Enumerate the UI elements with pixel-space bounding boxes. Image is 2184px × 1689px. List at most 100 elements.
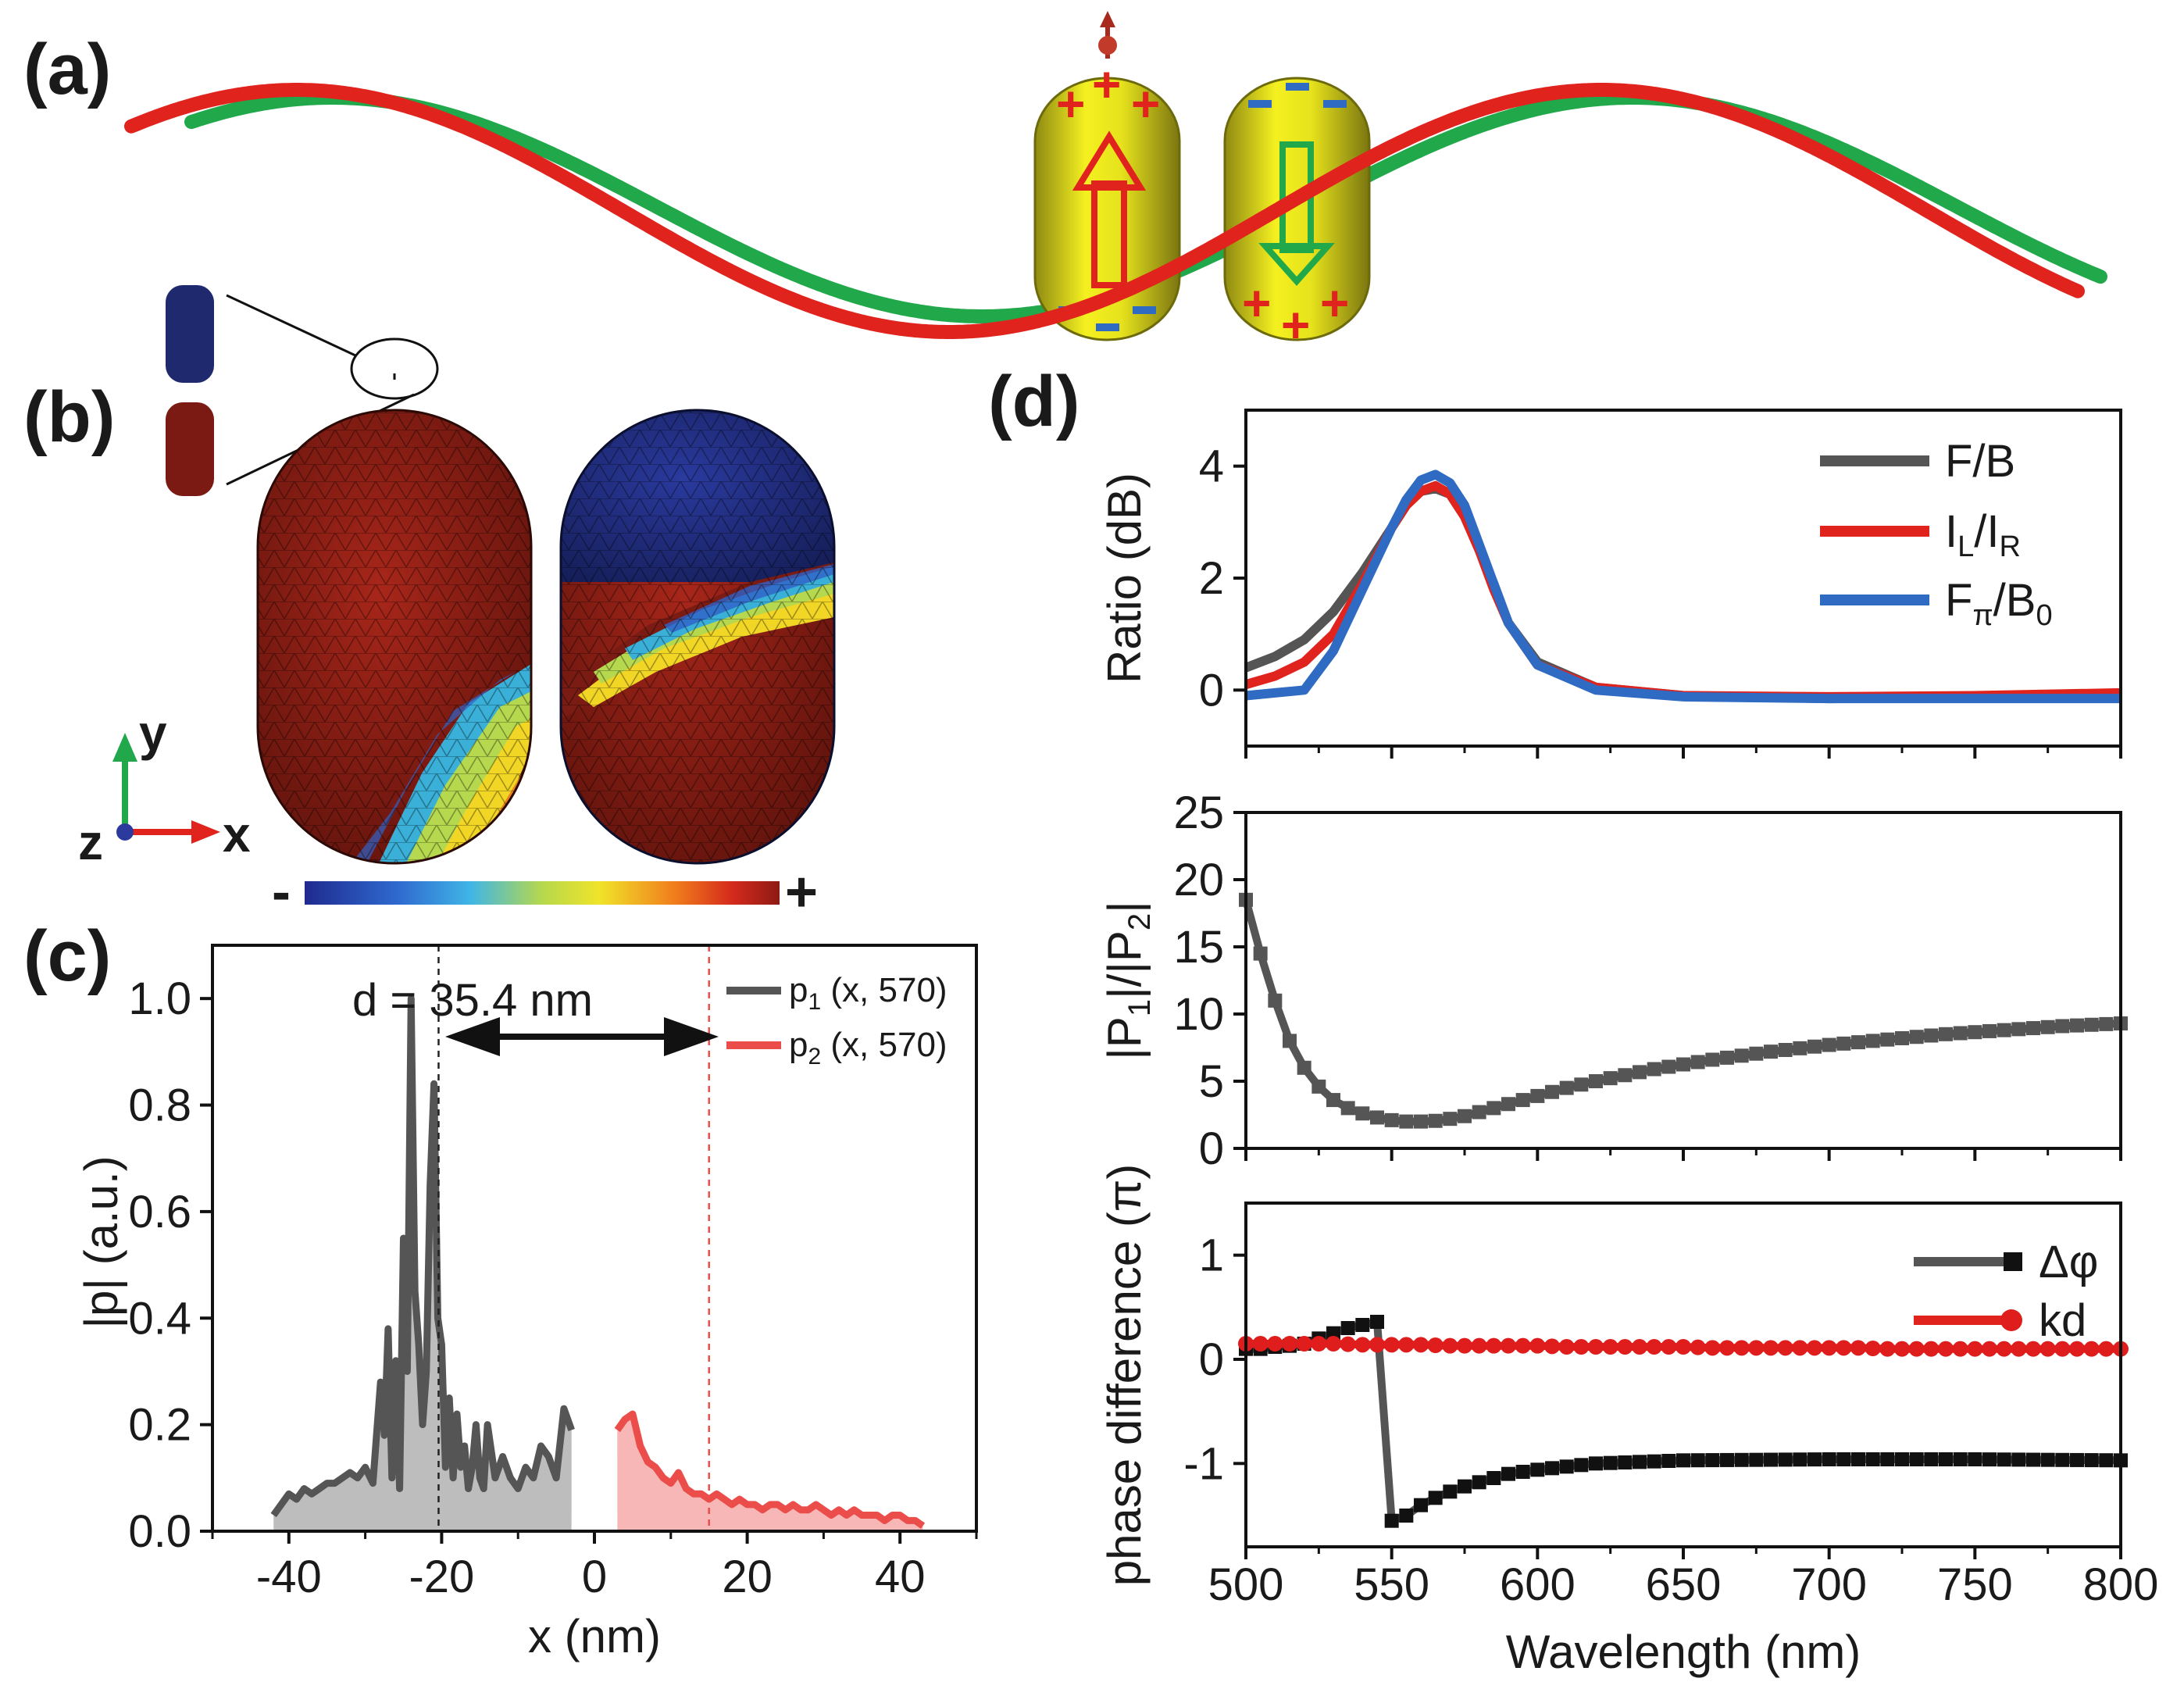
marker-square <box>1808 1039 1822 1054</box>
marker-square <box>1822 1452 1836 1466</box>
marker-square <box>1690 1453 1705 1468</box>
marker-square <box>1399 1509 1414 1523</box>
marker-square <box>1720 1452 1734 1467</box>
dipole-emitter-icon <box>1098 11 1117 59</box>
panel-label-a: (a) <box>23 30 111 109</box>
marker-circle <box>1398 1337 1415 1353</box>
axis-label-x: x <box>223 806 251 862</box>
marker-square <box>1603 1455 1618 1470</box>
marker-square <box>2070 1452 2084 1467</box>
marker-square <box>1603 1071 1618 1086</box>
marker-circle <box>1952 1341 1968 1357</box>
marker-square <box>1414 1114 1428 1129</box>
marker-circle <box>1807 1340 1822 1356</box>
marker-circle <box>1442 1337 1458 1354</box>
marker-circle <box>1501 1337 1516 1354</box>
marker-square <box>2011 1452 2026 1467</box>
marker-circle <box>1311 1336 1327 1352</box>
marker-circle <box>1252 1336 1269 1352</box>
dipole-arrowhead-down <box>1258 243 1335 287</box>
marker-square <box>1865 1034 1880 1048</box>
marker-circle <box>2083 1341 2100 1357</box>
y-tick-label: 4 <box>1199 441 1224 492</box>
marker-square <box>1501 1097 1515 1112</box>
chart-d3-ylabel: phase difference (π) <box>1098 1164 1151 1587</box>
marker-square <box>1953 1452 1968 1466</box>
marker-square <box>1574 1077 1589 1092</box>
marker-square <box>1924 1452 1939 1466</box>
marker-square <box>1661 1454 1676 1468</box>
y-tick-label: 0 <box>1199 1123 1224 1174</box>
marker-square <box>1836 1452 1851 1466</box>
x-tick-label: 650 <box>1646 1559 1722 1610</box>
marker-square <box>1501 1466 1515 1481</box>
series-line-1 <box>270 994 575 1518</box>
plus-sign: + <box>1281 297 1310 353</box>
marker-square <box>1778 1452 1793 1467</box>
marker-square <box>1545 1084 1559 1099</box>
x-tick-label: 800 <box>2083 1559 2159 1610</box>
marker-square <box>1458 1479 1472 1494</box>
marker-square <box>1340 1101 1355 1116</box>
marker-square <box>1997 1452 2011 1467</box>
y-tick-label: 20 <box>1173 855 1224 905</box>
chart-d1-ylabel: Ratio (dB) <box>1098 473 1151 684</box>
panel-label-b: (b) <box>23 377 115 457</box>
dipole-arrowhead-up <box>1072 130 1147 191</box>
y-tick-label: 15 <box>1173 922 1224 973</box>
y-tick-label: 0.8 <box>128 1080 191 1131</box>
marker-circle <box>1850 1340 1866 1356</box>
marker-square <box>1880 1452 1895 1466</box>
chart-d2-frame <box>1244 811 2122 1150</box>
minus-sign <box>1248 100 1272 108</box>
marker-square <box>1515 1093 1530 1108</box>
x-tick-label: 550 <box>1354 1559 1429 1610</box>
marker-square <box>1384 1112 1399 1127</box>
marker-square <box>1764 1452 1778 1467</box>
chart-c-plot <box>270 945 926 1531</box>
marker-circle <box>2039 1341 2056 1357</box>
marker-square <box>1720 1050 1734 1065</box>
marker-square <box>1690 1055 1705 1069</box>
colorbar-max-label: + <box>785 861 818 923</box>
minus-sign <box>1133 306 1156 314</box>
marker-square <box>2055 1019 2070 1034</box>
marker-square <box>1865 1452 1880 1466</box>
marker-square <box>1355 1106 1370 1121</box>
marker-square <box>1836 1036 1851 1051</box>
marker-square <box>1851 1035 1865 1050</box>
marker-square <box>2055 1452 2070 1467</box>
y-tick-label: 0 <box>1199 1334 1224 1385</box>
marker-circle <box>1748 1340 1765 1356</box>
charge-map-rod-left <box>258 410 531 863</box>
marker-circle <box>2054 1341 2071 1357</box>
series-area-2 <box>617 1414 923 1531</box>
marker-circle <box>2011 1341 2027 1357</box>
marker-square <box>1982 1452 1997 1467</box>
x-tick-label: 500 <box>1208 1559 1284 1610</box>
x-tick-label: 20 <box>722 1552 773 1602</box>
legend-p2: p2 (x, 570) <box>789 1026 947 1069</box>
marker-square <box>2026 1021 2040 1036</box>
marker-circle <box>1588 1339 1604 1355</box>
marker-square <box>1618 1068 1633 1083</box>
marker-square <box>2026 1452 2040 1467</box>
marker-circle <box>1515 1337 1531 1354</box>
marker-circle <box>1719 1340 1735 1356</box>
marker-circle <box>2025 1341 2041 1357</box>
plus-sign: + <box>1242 275 1271 331</box>
marker-circle <box>1544 1338 1560 1355</box>
panel-d: 024 Ratio (dB) F/B IL/IR Fπ/B0 051015202… <box>1098 409 2159 1678</box>
marker-square <box>1443 1484 1458 1499</box>
marker-square <box>2099 1453 2114 1468</box>
marker-square <box>1428 1113 1443 1128</box>
y-tick-label: 5 <box>1199 1056 1224 1107</box>
marker-square <box>1530 1088 1545 1103</box>
marker-circle <box>1646 1339 1662 1355</box>
chart-c-ticks: -40 -20 0 20 40 0.0 0.2 0.4 0.6 0.8 1.0 <box>128 973 978 1602</box>
x-tick-label: -20 <box>409 1552 474 1602</box>
x-tick-label: 40 <box>875 1552 926 1602</box>
panel-a: + + + + + + <box>124 11 2107 353</box>
marker-square <box>2084 1017 2099 1032</box>
